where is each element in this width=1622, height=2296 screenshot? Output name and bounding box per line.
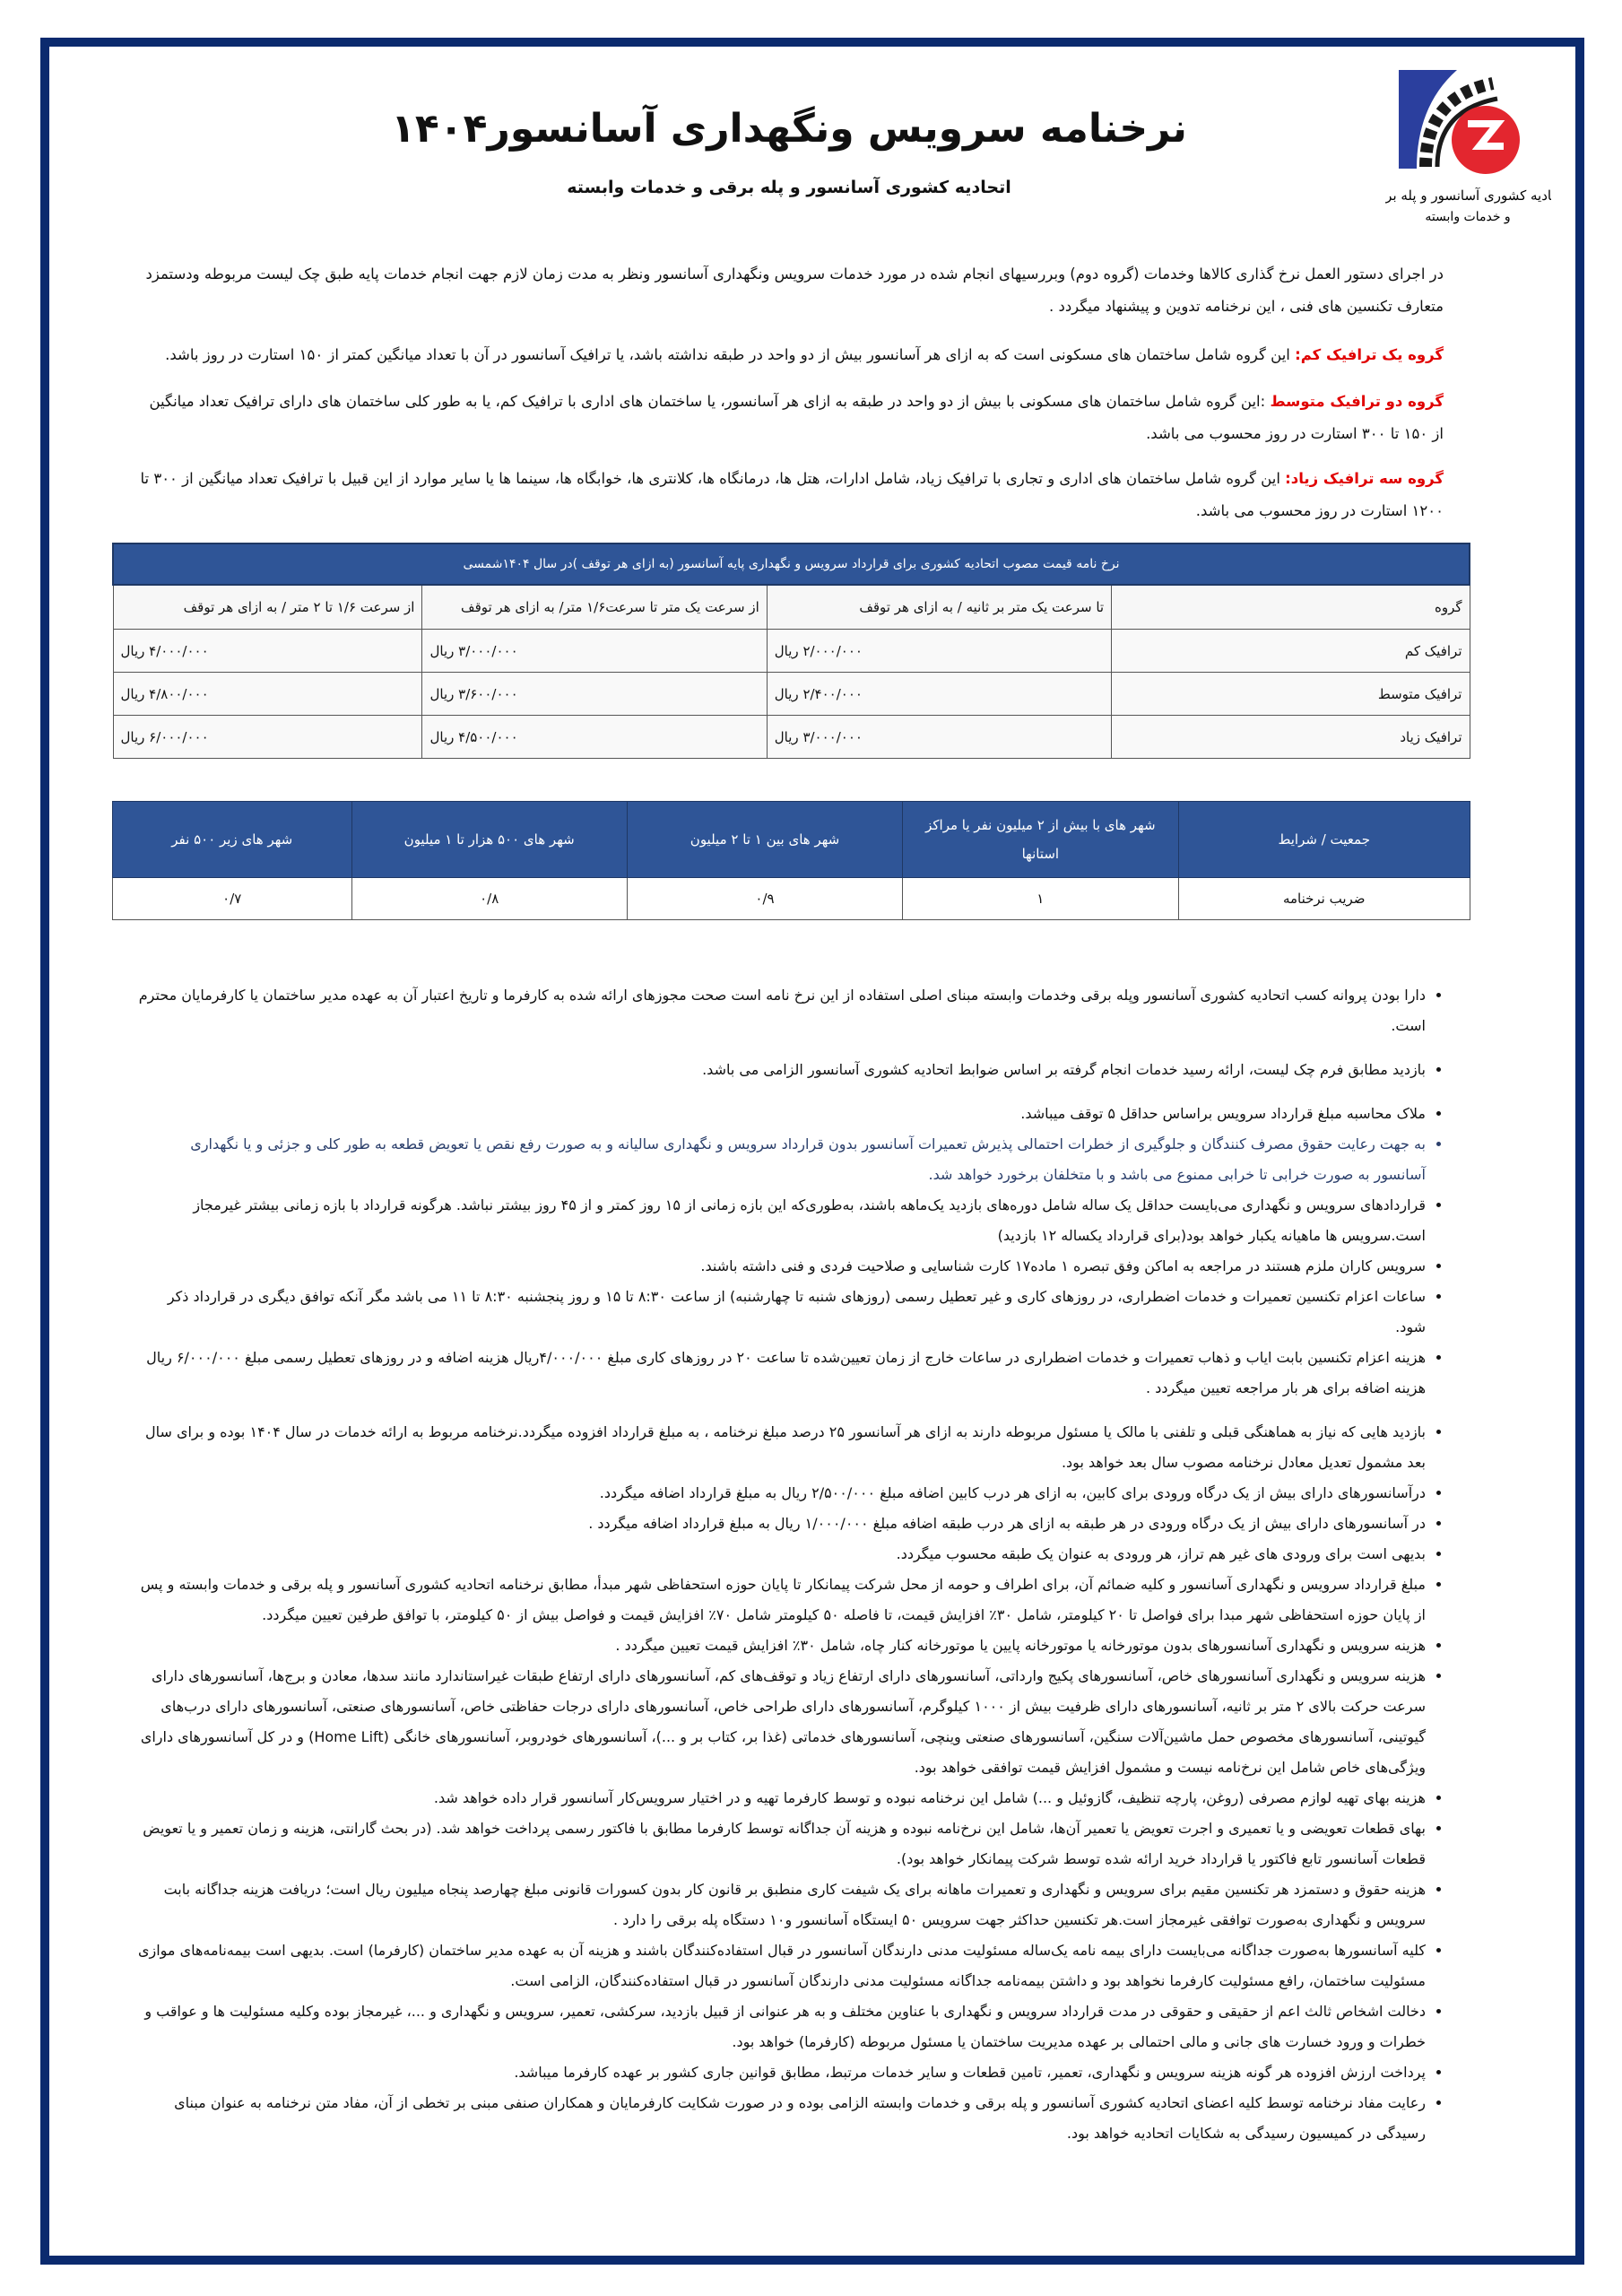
list-item: مبلغ قرارداد سرویس و نگهداری آسانسور و ک… [134, 1570, 1426, 1631]
notes-list: دارا بودن پروانه کسب اتحادیه کشوری آسانس… [134, 980, 1451, 2149]
list-item: هزینه بهای تهیه لوازم مصرفی (روغن، پارچه… [134, 1783, 1426, 1813]
group-cell: ترافیک زیاد [1111, 715, 1470, 759]
svg-text:اتحادیه کشوری آسانسور و پله بر: اتحادیه کشوری آسانسور و پله برقی [1385, 187, 1551, 204]
price-cell: ۳/۰۰۰/۰۰۰ ریال [421, 629, 768, 673]
list-item: به جهت رعایت حقوق مصرف کنندگان و جلوگیری… [134, 1129, 1426, 1190]
table-row: ضریب نرخنامه ۱ ۰/۹ ۰/۸ ۰/۷ [112, 877, 1470, 920]
price-col-header: گروه [1111, 584, 1470, 630]
price-table: نرخ نامه قیمت مصوب اتحادیه کشوری برای قر… [112, 543, 1470, 759]
price-cell: ۶/۰۰۰/۰۰۰ ریال [112, 715, 423, 759]
price-cell: ۲/۰۰۰/۰۰۰ ریال [766, 629, 1113, 673]
group-one-text: این گروه شامل ساختمان های مسکونی است که … [165, 346, 1296, 363]
price-col-header: از سرعت ۱/۶ تا ۲ متر / به ازای هر توقف [112, 584, 423, 630]
svg-text:و خدمات وابسته: و خدمات وابسته [1425, 210, 1510, 224]
coef-col-header: شهر های با بیش از ۲ میلیون نفر یا مراکز … [902, 801, 1179, 878]
intro-paragraph: در اجرای دستور العمل نرخ گذاری کالاها وخ… [145, 265, 1444, 315]
coef-col-header: شهر های بین ۱ تا ۲ میلیون [626, 801, 904, 878]
price-cell: ۴/۸۰۰/۰۰۰ ریال [112, 672, 423, 716]
list-item: پرداخت ارزش افزوده هر گونه هزینه سرویس و… [134, 2057, 1426, 2088]
list-item: رعایت مفاد نرخنامه توسط کلیه اعضای اتحاد… [134, 2088, 1426, 2149]
table-row: ترافیک متوسط ۲/۴۰۰/۰۰۰ ریال ۳/۶۰۰/۰۰۰ ری… [112, 672, 1470, 716]
coef-cell: ۰/۷ [112, 877, 352, 920]
list-item: قراردادهای سرویس و نگهداری می‌بایست حداق… [134, 1190, 1426, 1251]
coefficient-table: جمعیت / شرایط شهر های با بیش از ۲ میلیون… [112, 801, 1470, 920]
coef-col-header: شهر های ۵۰۰ هزار تا ۱ میلیون [351, 801, 628, 878]
table-row: ترافیک کم ۲/۰۰۰/۰۰۰ ریال ۳/۰۰۰/۰۰۰ ریال … [112, 629, 1470, 673]
page-subtitle: اتحادیه کشوری آسانسور و پله برقی و خدمات… [567, 178, 1011, 197]
union-logo: اتحادیه کشوری آسانسور و پله برقی و خدمات… [1368, 61, 1568, 240]
list-item: درآسانسورهای دارای بیش از یک درگاه ورودی… [134, 1478, 1426, 1509]
list-item: هزینه حقوق و دستمزد هر تکنسین مقیم برای … [134, 1874, 1426, 1935]
list-item: سرویس کاران ملزم هستند در مراجعه به اماک… [134, 1251, 1426, 1282]
coef-col-header: شهر های زیر ۵۰۰ نفر [112, 801, 352, 878]
coef-cell: ۰/۹ [626, 877, 904, 920]
list-item: هزینه سرویس و نگهداری آسانسورهای بدون مو… [134, 1631, 1426, 1661]
list-item: هزینه سرویس و نگهداری آسانسورهای خاص، آس… [134, 1661, 1426, 1783]
price-cell: ۳/۰۰۰/۰۰۰ ریال [766, 715, 1113, 759]
group-three-text: این گروه شامل ساختمان های اداری و تجاری … [140, 470, 1444, 519]
list-item: ملاک محاسبه مبلغ قرارداد سرویس براساس حد… [134, 1099, 1426, 1129]
group-two-label: گروه دو ترافیک متوسط [1270, 393, 1444, 410]
price-col-header: از سرعت یک متر تا سرعت۱/۶ متر/ به ازای ه… [421, 584, 768, 630]
group-cell: ترافیک متوسط [1111, 672, 1470, 716]
list-item: دارا بودن پروانه کسب اتحادیه کشوری آسانس… [134, 980, 1426, 1041]
page-border [40, 38, 1584, 2265]
price-cell: ۴/۵۰۰/۰۰۰ ریال [421, 715, 768, 759]
group-cell: ترافیک کم [1111, 629, 1470, 673]
list-item: هزینه اعزام تکنسین بابت ایاب و ذهاب تعمی… [134, 1343, 1426, 1404]
price-table-title: نرخ نامه قیمت مصوب اتحادیه کشوری برای قر… [112, 543, 1470, 586]
coef-col-header: جمعیت / شرایط [1177, 801, 1470, 878]
group-one-label: گروه یک ترافیک کم: [1295, 346, 1444, 363]
list-item: بدیهی است برای ورودی های غیر هم تراز، هر… [134, 1539, 1426, 1570]
group-three-label: گروه سه ترافیک زیاد: [1285, 470, 1444, 487]
table-row: ترافیک زیاد ۳/۰۰۰/۰۰۰ ریال ۴/۵۰۰/۰۰۰ ریا… [112, 715, 1470, 759]
union-logo-icon: اتحادیه کشوری آسانسور و پله برقی و خدمات… [1368, 70, 1568, 224]
group-two-paragraph: گروه دو ترافیک متوسط :این گروه شامل ساخت… [134, 386, 1444, 450]
list-item: در آسانسورهای دارای بیش از یک درگاه ورود… [134, 1509, 1426, 1539]
price-cell: ۴/۰۰۰/۰۰۰ ریال [112, 629, 423, 673]
list-item: ساعات اعزام تکنسین تعمیرات و خدمات اضطرا… [134, 1282, 1426, 1343]
list-item: دخالت اشخاص ثالث اعم از حقیقی و حقوقی در… [134, 1996, 1426, 2057]
list-item: بازدید مطابق فرم چک لیست، ارائه رسید خدم… [134, 1055, 1426, 1085]
coef-cell: ۱ [902, 877, 1179, 920]
list-item: کلیه آسانسورها به‌صورت جداگانه می‌بایست … [134, 1935, 1426, 1996]
page-title: نرخنامه سرویس ونگهداری آسانسور۱۴۰۴ [391, 106, 1187, 152]
price-cell: ۲/۴۰۰/۰۰۰ ریال [766, 672, 1113, 716]
list-item: بازدید هایی که نیاز به هماهنگی قبلی و تل… [134, 1417, 1426, 1478]
group-three-paragraph: گروه سه ترافیک زیاد: این گروه شامل ساختم… [134, 463, 1444, 527]
price-cell: ۳/۶۰۰/۰۰۰ ریال [421, 672, 768, 716]
list-item: بهای قطعات تعویضی و یا تعمیری و اجرت تعو… [134, 1813, 1426, 1874]
coef-row-label: ضریب نرخنامه [1177, 877, 1470, 920]
price-col-header: تا سرعت یک متر بر ثانیه / به ازای هر توق… [766, 584, 1113, 630]
group-one-paragraph: گروه یک ترافیک کم: این گروه شامل ساختمان… [134, 339, 1444, 371]
group-two-text: :این گروه شامل ساختمان های مسکونی با بیش… [149, 393, 1444, 442]
coef-cell: ۰/۸ [351, 877, 628, 920]
